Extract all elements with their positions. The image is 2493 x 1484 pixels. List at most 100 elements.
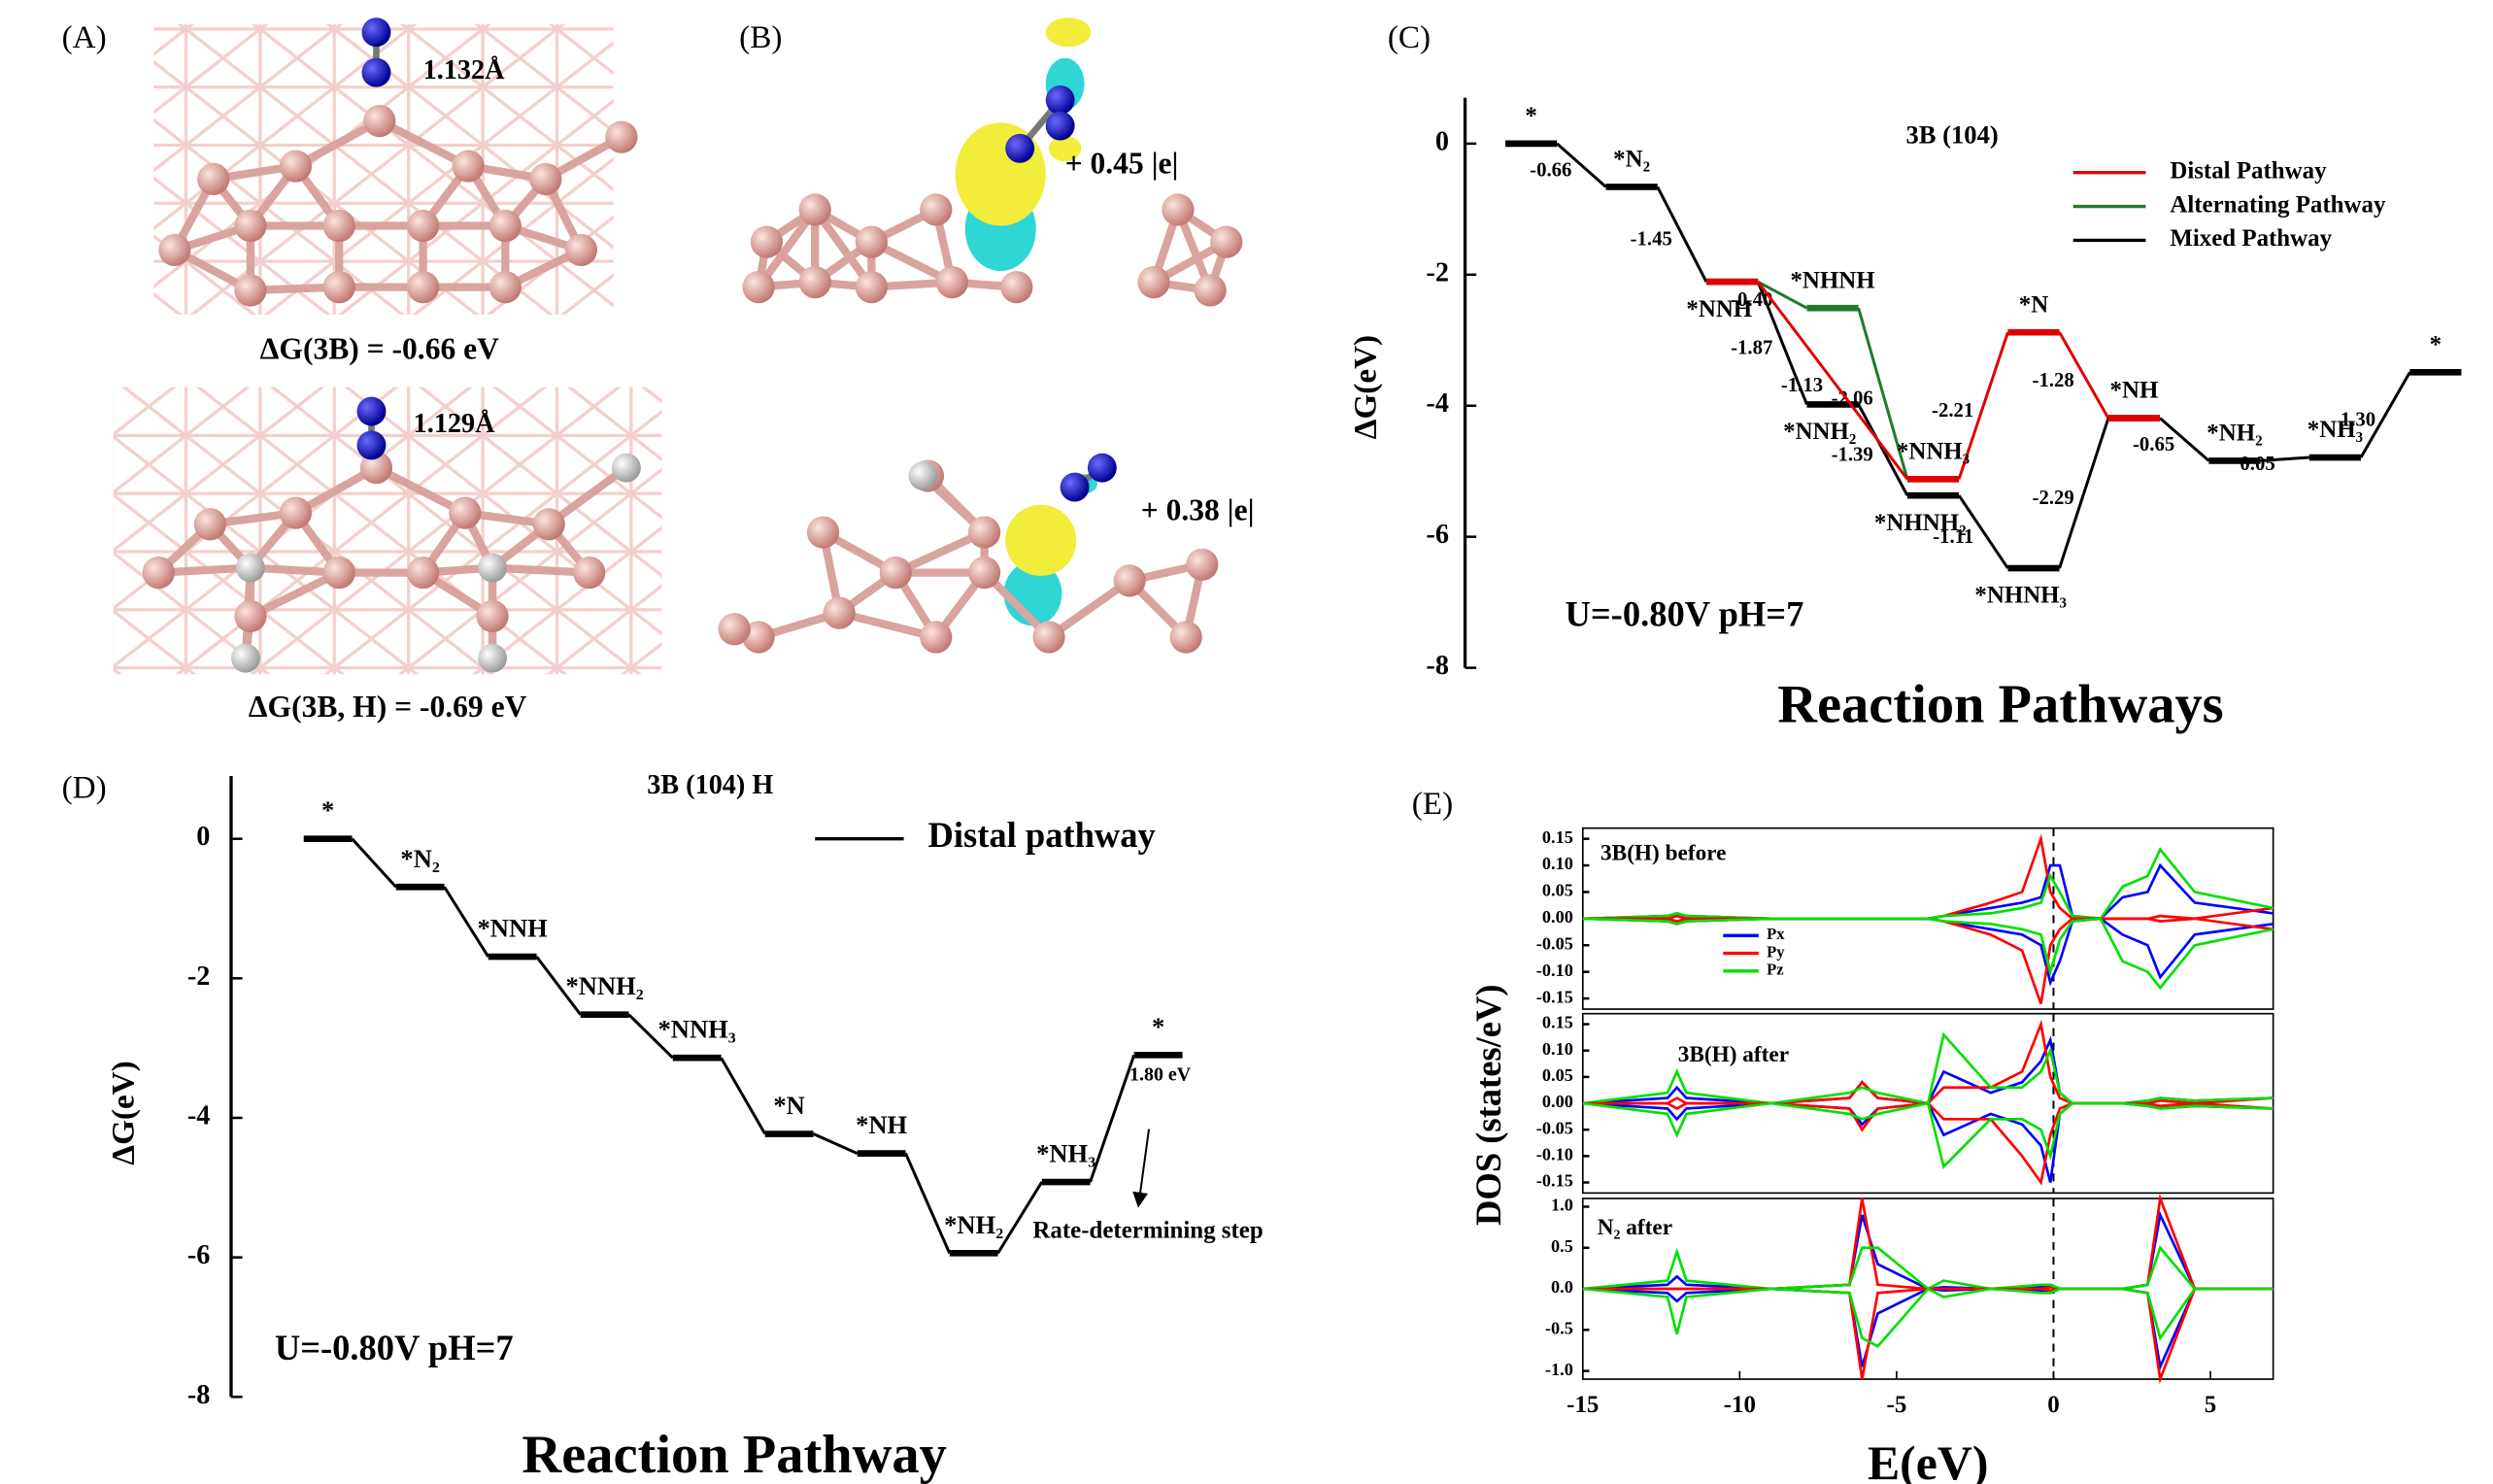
- state-label: *NH₂: [2207, 421, 2262, 447]
- connector: [2058, 331, 2110, 420]
- connector: [904, 1153, 952, 1254]
- legend-label: Distal pathway: [927, 815, 1155, 855]
- atom: [855, 225, 888, 258]
- state-label: *NNH₃: [1897, 438, 1970, 464]
- panel-label: (C): [1388, 19, 1431, 55]
- atom: [1186, 548, 1219, 581]
- y-tick-label: 0: [196, 822, 210, 852]
- legend-label: Distal Pathway: [2170, 157, 2327, 184]
- annotation: 1.80 eV: [1129, 1063, 1192, 1085]
- atom: [1162, 193, 1195, 226]
- x-axis-label: E(eV): [1868, 1436, 1988, 1484]
- atom: [234, 599, 267, 633]
- atom: [407, 556, 440, 590]
- atom: [806, 516, 840, 549]
- connector: [720, 1057, 767, 1135]
- isosurface: [1049, 135, 1082, 162]
- y-tick-label: -8: [1426, 651, 1449, 681]
- atom: [1169, 621, 1202, 654]
- atom: [279, 496, 313, 529]
- y-tick-label: 0.15: [1542, 1013, 1573, 1032]
- atom: [935, 266, 968, 299]
- atom: [798, 266, 831, 299]
- y-tick-label: 0: [1435, 126, 1449, 156]
- connector: [1756, 281, 1909, 481]
- atom: [488, 209, 522, 243]
- panel-label: (D): [62, 769, 107, 805]
- step-label: -0.40: [1731, 289, 1772, 311]
- atom: [529, 162, 562, 195]
- y-tick-label: -2: [187, 961, 211, 992]
- state-label: *: [1152, 1012, 1164, 1041]
- x-axis-label: Reaction Pathway: [522, 1425, 946, 1484]
- state-label: *NH: [2110, 378, 2159, 404]
- x-tick-label: -5: [1887, 1392, 1907, 1418]
- dos-curve: [1582, 917, 2274, 1005]
- dos-curve: [1582, 1287, 2274, 1348]
- connector: [627, 1013, 674, 1060]
- atom: [718, 613, 751, 646]
- y-tick-label: 0.0: [1551, 1277, 1573, 1297]
- connector: [1857, 307, 1909, 480]
- connector: [1556, 142, 1607, 188]
- y-tick-label: -1.0: [1545, 1360, 1573, 1379]
- y-tick-label: -0.15: [1536, 1171, 1573, 1191]
- x-tick-label: 5: [2205, 1392, 2216, 1418]
- atom: [361, 57, 391, 87]
- state-label: *: [1525, 103, 1536, 129]
- connector: [996, 1181, 1044, 1255]
- atom: [573, 556, 606, 590]
- connector: [1957, 331, 2009, 480]
- caption: ΔG(3B) = -0.66 eV: [260, 331, 499, 365]
- bond-length: 1.132Å: [423, 55, 505, 85]
- connector: [1656, 186, 1708, 283]
- chart-title: 3B (104) H: [647, 770, 773, 800]
- atom: [742, 271, 775, 304]
- isosurface: [1005, 504, 1077, 576]
- atom: [532, 508, 565, 541]
- atom: [322, 271, 355, 304]
- legend-label: Mixed Pathway: [2170, 225, 2332, 252]
- charge-label: + 0.38 |e|: [1141, 492, 1255, 526]
- state-label: *NH₃: [2308, 417, 2363, 443]
- state-label: *NNH₂: [1783, 419, 1856, 445]
- atom: [449, 496, 482, 529]
- state-label: *NNH: [477, 914, 548, 943]
- bond: [374, 463, 467, 517]
- y-tick-label: -4: [1426, 388, 1449, 419]
- step-label: -1.13: [1781, 375, 1823, 396]
- connector: [2359, 371, 2411, 458]
- atom: [1005, 133, 1035, 163]
- x-axis-label: Reaction Pathways: [1777, 675, 2223, 735]
- step-label: -1.45: [1631, 229, 1672, 251]
- atom: [476, 599, 509, 633]
- legend-label: Pz: [1767, 961, 1784, 979]
- legend-label: Px: [1767, 925, 1785, 943]
- atom: [1045, 111, 1075, 141]
- state-label: *NH₂: [944, 1210, 1003, 1239]
- state-label: *N: [2019, 291, 2048, 318]
- panel-label: (B): [739, 19, 782, 55]
- bond: [377, 117, 471, 170]
- atom: [322, 209, 355, 243]
- step-label: -0.66: [1530, 160, 1571, 182]
- atom: [1045, 85, 1075, 115]
- y-axis-label: DOS (states/eV): [1468, 984, 1508, 1225]
- y-tick-label: 0.10: [1542, 1039, 1573, 1059]
- atom: [1210, 225, 1243, 258]
- atom: [363, 104, 396, 138]
- annotation: U=-0.80V pH=7: [275, 1328, 514, 1367]
- annotation: Rate-determining step: [1032, 1218, 1263, 1244]
- step-label: -1.87: [1731, 338, 1772, 359]
- atom: [908, 461, 938, 490]
- atom: [279, 150, 313, 183]
- legend-label: Py: [1767, 942, 1785, 961]
- connector: [2058, 418, 2110, 569]
- y-tick-label: 0.10: [1542, 854, 1573, 873]
- atom: [230, 643, 260, 673]
- atom: [823, 596, 856, 629]
- legend-label: Alternating Pathway: [2170, 191, 2386, 218]
- bond: [893, 528, 987, 577]
- x-tick-label: -15: [1567, 1392, 1599, 1418]
- y-axis-label: ΔG(eV): [106, 1061, 142, 1164]
